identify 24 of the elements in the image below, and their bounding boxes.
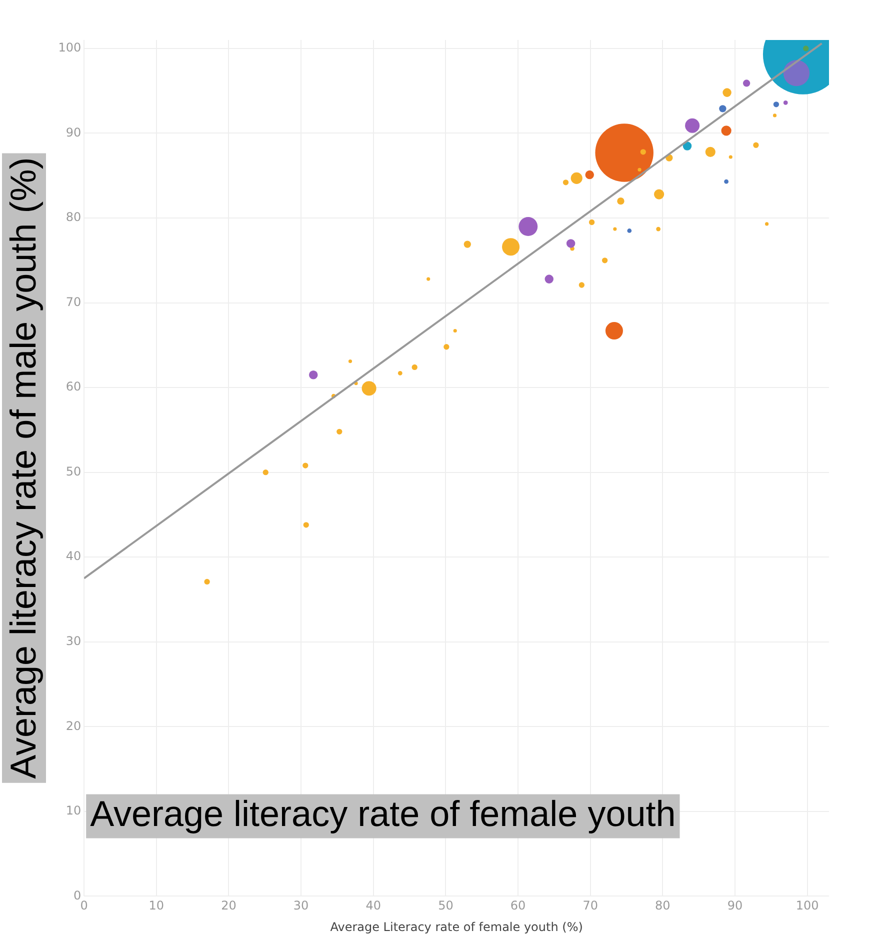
y-tick-label: 50 bbox=[66, 464, 82, 478]
y-tick-label: 90 bbox=[66, 125, 82, 140]
x-tick-label: 80 bbox=[655, 898, 670, 913]
x-tick-label: 100 bbox=[796, 898, 819, 913]
x-tick-label: 70 bbox=[582, 898, 598, 913]
y-tick-label: 0 bbox=[73, 888, 82, 902]
y-tick-label: 20 bbox=[66, 718, 82, 733]
x-tick-label: 60 bbox=[510, 898, 526, 913]
annotation: Average literacy rate of female youth bbox=[90, 793, 676, 834]
x-tick-label: 30 bbox=[293, 898, 309, 913]
x-tick-label: 20 bbox=[221, 898, 236, 913]
x-axis-title: Average Literacy rate of female youth (%) bbox=[330, 920, 583, 934]
x-tick-label: 40 bbox=[366, 898, 382, 913]
y-tick-label: 100 bbox=[58, 40, 82, 55]
y-tick-label: 30 bbox=[66, 634, 82, 648]
y-tick-label: 10 bbox=[66, 804, 82, 818]
y-tick-label: 80 bbox=[66, 210, 82, 224]
y-tick-label: 40 bbox=[66, 549, 82, 564]
x-tick-label: 50 bbox=[438, 898, 454, 913]
x-tick-label: 10 bbox=[148, 898, 164, 913]
y-tick-label: 60 bbox=[66, 380, 82, 394]
x-tick-label: 90 bbox=[727, 898, 743, 913]
y-tick-label: 70 bbox=[66, 294, 82, 309]
y-axis-title: Average literacy rate of male youth (%) bbox=[2, 157, 44, 779]
